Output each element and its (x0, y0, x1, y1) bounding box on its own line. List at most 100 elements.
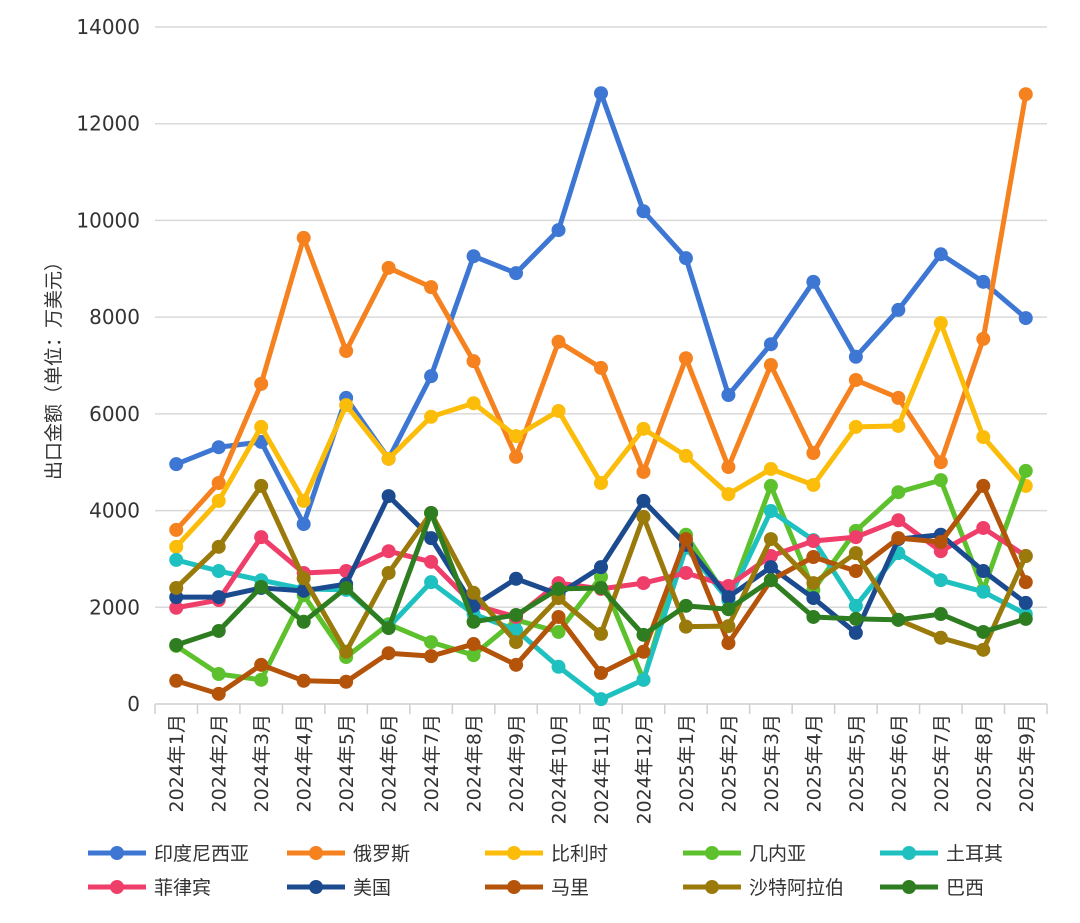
series-group (169, 86, 1033, 707)
legend-label: 比利时 (551, 843, 608, 865)
data-point (976, 584, 991, 599)
data-point (254, 530, 269, 545)
y-axis-label: 出口金额（单位：万美元） (43, 252, 65, 480)
x-tick-label: 2024年4月 (294, 714, 316, 812)
data-point (763, 532, 778, 547)
data-point (848, 419, 863, 434)
data-point (1018, 311, 1033, 326)
data-point (678, 532, 693, 547)
data-point (848, 530, 863, 545)
data-point (636, 493, 651, 508)
data-point (933, 630, 948, 645)
data-point (891, 485, 906, 500)
data-point (254, 376, 269, 391)
x-tick-labels: 2024年1月 2024年2月 2024年3月 2024年4月 2024年5月 2024年… (166, 714, 1038, 825)
legend-item: 俄罗斯 (287, 843, 410, 865)
data-point (594, 626, 608, 641)
legend-label: 沙特阿拉伯 (749, 877, 844, 899)
data-point (763, 461, 778, 476)
data-point (678, 251, 693, 266)
data-point (636, 672, 651, 687)
data-point (678, 598, 693, 613)
data-point (721, 487, 736, 502)
data-point (976, 274, 991, 289)
x-tick-label: 2025年3月 (761, 714, 783, 812)
data-point (381, 489, 396, 504)
data-point (763, 573, 778, 588)
data-point (211, 440, 226, 455)
data-point (551, 403, 566, 418)
data-point (296, 571, 311, 586)
data-point (636, 204, 651, 219)
data-point (296, 493, 311, 508)
legend-label: 美国 (353, 877, 391, 899)
data-point (721, 636, 736, 651)
legend-marker (507, 846, 521, 860)
legend-marker (705, 880, 719, 894)
series-9 (169, 505, 1033, 653)
data-point (636, 644, 651, 659)
legend-marker (902, 880, 916, 894)
data-point (678, 448, 693, 463)
data-point (296, 230, 311, 245)
legend-item: 几内亚 (683, 843, 806, 865)
data-point (551, 659, 566, 674)
legend-marker (507, 880, 521, 894)
data-point (806, 534, 821, 549)
data-point (763, 478, 778, 493)
data-point (1018, 463, 1033, 478)
x-tick-label: 2025年9月 (1016, 714, 1038, 812)
data-point (763, 358, 778, 373)
data-point (424, 409, 439, 424)
legend-marker (309, 880, 323, 894)
legend-marker (309, 846, 323, 860)
data-point (254, 419, 269, 434)
data-point (381, 544, 396, 559)
series-2 (169, 315, 1033, 554)
legend-label: 土耳其 (946, 843, 1003, 865)
data-point (933, 455, 948, 470)
data-point (169, 539, 184, 554)
data-point (466, 396, 481, 411)
data-point (424, 554, 439, 569)
legend-item: 美国 (287, 877, 391, 899)
data-point (211, 590, 226, 605)
data-point (806, 609, 821, 624)
legend-item: 菲律宾 (88, 877, 211, 899)
data-point (594, 569, 608, 584)
data-point (466, 637, 481, 652)
data-point (211, 686, 226, 701)
data-point (509, 429, 524, 444)
data-point (806, 576, 821, 591)
data-point (594, 666, 608, 681)
data-point (466, 354, 481, 369)
x-tick-label: 2025年8月 (973, 714, 995, 812)
data-point (509, 266, 524, 281)
data-point (891, 302, 906, 317)
data-point (976, 430, 991, 445)
data-point (594, 580, 608, 595)
data-point (424, 505, 439, 520)
x-tick-label: 2024年6月 (379, 714, 401, 812)
x-tick-label: 2024年11月 (591, 714, 613, 825)
data-point (976, 478, 991, 493)
data-point (636, 627, 651, 642)
y-tick-label: 4000 (89, 499, 140, 523)
data-point (551, 223, 566, 238)
data-point (424, 369, 439, 384)
legend-label: 菲律宾 (154, 877, 211, 899)
data-point (594, 476, 608, 491)
data-point (976, 331, 991, 346)
data-point (891, 390, 906, 405)
x-tick-label: 2025年7月 (931, 714, 953, 812)
series-7 (169, 478, 1033, 701)
data-point (1018, 595, 1033, 610)
data-point (806, 591, 821, 606)
y-tick-labels: 0 2000 4000 6000 8000 10000 12000 14000 (76, 15, 140, 716)
x-tick-label: 2024年5月 (336, 714, 358, 812)
data-point (254, 478, 269, 493)
x-tick-label: 2025年5月 (846, 714, 868, 812)
data-point (594, 360, 608, 375)
